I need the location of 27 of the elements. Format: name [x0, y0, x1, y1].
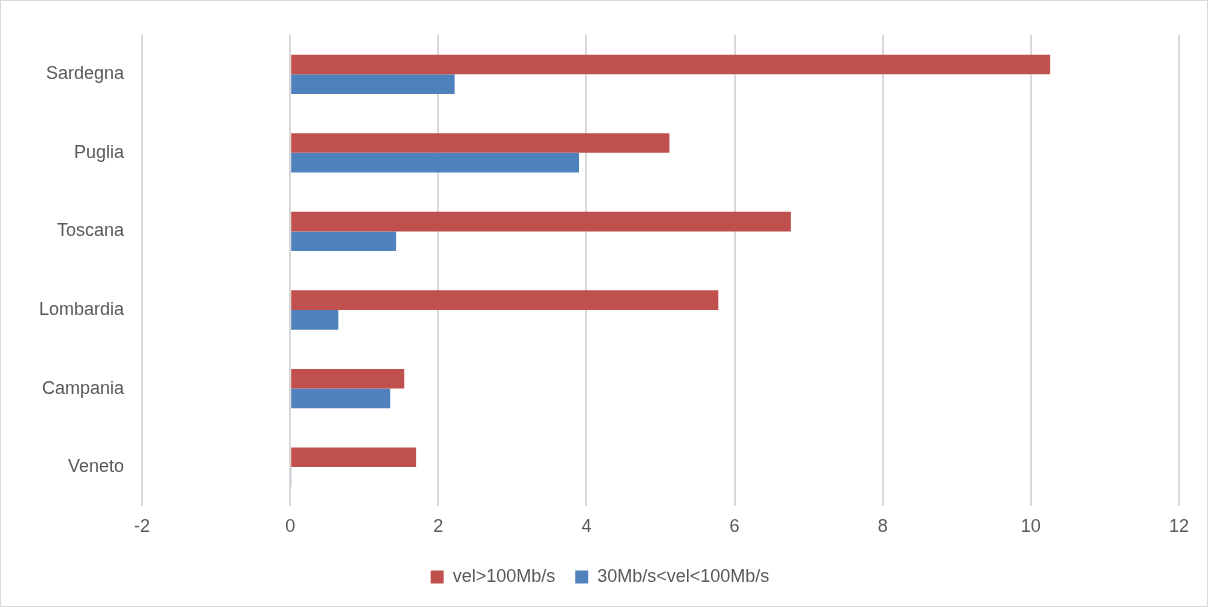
x-tick-label: 4 [581, 516, 592, 537]
bar [291, 388, 391, 409]
x-tick-label: 0 [285, 516, 296, 537]
bar [291, 309, 339, 330]
bar [291, 211, 791, 232]
bar [291, 133, 670, 153]
x-tick-label: 12 [1168, 516, 1190, 537]
y-tick-label: Puglia [74, 141, 126, 162]
bar [291, 290, 719, 310]
y-tick-label: Veneto [67, 456, 125, 477]
x-tick-label: 8 [877, 516, 888, 537]
y-tick-label: Sardegna [45, 63, 126, 84]
bar [291, 231, 397, 252]
bar [291, 368, 405, 389]
bar [291, 54, 1051, 75]
y-tick-label: Lombardia [38, 298, 126, 319]
x-tick-label: 6 [729, 516, 740, 537]
x-tick-label: -2 [134, 516, 151, 537]
x-tick-label: 2 [433, 516, 444, 537]
bar [291, 74, 455, 94]
y-tick-label: Campania [42, 377, 126, 398]
legend-label: vel>100Mb/s [452, 565, 556, 586]
legend-label: 30Mb/s<vel<100Mb/s [597, 565, 770, 586]
bar [291, 152, 580, 173]
x-tick-label: 10 [1020, 516, 1041, 537]
y-tick-label: Toscana [57, 220, 126, 241]
bar [291, 447, 417, 468]
